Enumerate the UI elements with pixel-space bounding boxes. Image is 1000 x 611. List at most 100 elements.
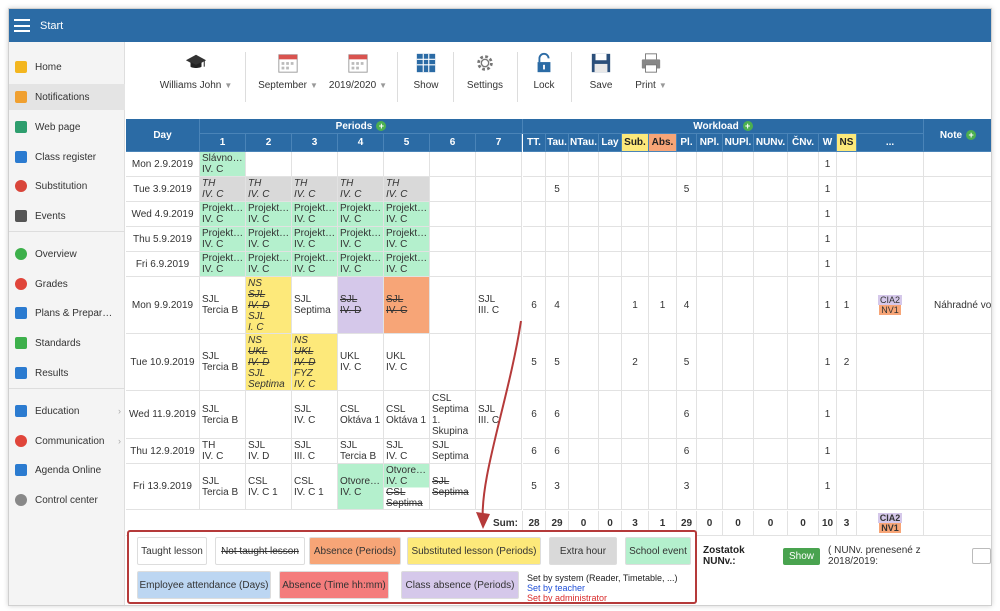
lesson-cell[interactable]: Projekt… IV. C <box>292 252 338 277</box>
lesson-cell[interactable] <box>430 202 476 227</box>
lesson-cell[interactable] <box>430 252 476 277</box>
note-cell[interactable] <box>924 152 991 177</box>
settings-button[interactable]: Settings <box>460 42 510 108</box>
lesson-cell[interactable] <box>338 152 384 177</box>
lesson-cell[interactable]: CSL IV. C 1 <box>292 464 338 510</box>
lesson-cell[interactable] <box>430 152 476 177</box>
lesson-cell[interactable]: CSL Oktáva 1 <box>338 391 384 439</box>
sidebar-item-standards[interactable]: Standards <box>9 330 125 356</box>
lesson-cell[interactable]: Otvore… IV. C <box>338 464 384 510</box>
lesson-cell[interactable]: SJL Septima <box>430 439 476 464</box>
lesson-cell[interactable]: Projekt… IV. C <box>338 202 384 227</box>
note-cell[interactable] <box>924 464 991 510</box>
lesson-cell[interactable]: TH IV. C <box>200 177 246 202</box>
lesson-cell[interactable]: UKL IV. C <box>338 334 384 391</box>
sidebar-item-notifications[interactable]: Notifications <box>9 84 125 110</box>
lesson-cell[interactable]: SJL IV. C <box>384 277 430 334</box>
lesson-cell[interactable] <box>246 152 292 177</box>
lesson-cell[interactable] <box>476 202 522 227</box>
lesson-cell[interactable] <box>476 252 522 277</box>
lesson-cell[interactable]: Projekt… IV. C <box>292 227 338 252</box>
sidebar-item-substitution[interactable]: Substitution <box>9 173 125 199</box>
lesson-cell[interactable] <box>292 152 338 177</box>
lesson-cell[interactable]: Projekt… IV. C <box>384 252 430 277</box>
lesson-cell[interactable]: Projekt… IV. C <box>200 202 246 227</box>
menu-icon[interactable] <box>14 19 30 32</box>
note-cell[interactable] <box>924 202 991 227</box>
sidebar-item-education[interactable]: Education › <box>9 398 125 424</box>
lesson-cell[interactable] <box>430 227 476 252</box>
lesson-cell[interactable]: Projekt… IV. C <box>338 227 384 252</box>
show-button[interactable]: Show <box>406 42 446 108</box>
lesson-cell[interactable]: Projekt… IV. C <box>246 202 292 227</box>
lesson-cell[interactable]: SJL Septima <box>292 277 338 334</box>
lesson-cell[interactable]: TH IV. C <box>200 439 246 464</box>
lesson-cell[interactable]: NS UKL IV. D FYZ IV. C <box>292 334 338 391</box>
lesson-cell[interactable]: Projekt… IV. C <box>246 227 292 252</box>
lesson-cell[interactable] <box>476 439 522 464</box>
sidebar-item-plans-prepar[interactable]: Plans & Prepar… <box>9 300 125 326</box>
lesson-cell[interactable] <box>476 334 522 391</box>
teacher-selector[interactable]: Williams John ▼ <box>156 42 236 108</box>
sidebar-item-class-register[interactable]: Class register <box>9 144 125 170</box>
lesson-cell[interactable] <box>476 177 522 202</box>
sidebar-item-grades[interactable]: Grades <box>9 271 125 297</box>
lesson-cell[interactable]: TH IV. C <box>384 177 430 202</box>
zostatok-show-button[interactable]: Show <box>783 547 821 565</box>
sidebar-item-overview[interactable]: Overview <box>9 241 125 267</box>
note-cell[interactable] <box>924 252 991 277</box>
lesson-cell[interactable]: SJL Tercia B <box>338 439 384 464</box>
lesson-cell[interactable]: CSL IV. C 1 <box>246 464 292 510</box>
lesson-cell[interactable]: SJL Tercia B <box>200 277 246 334</box>
lesson-cell[interactable] <box>476 464 522 510</box>
lesson-cell[interactable]: TH IV. C <box>338 177 384 202</box>
note-cell[interactable] <box>924 177 991 202</box>
add-icon[interactable]: + <box>742 121 753 131</box>
sidebar-item-control-center[interactable]: Control center <box>9 487 125 513</box>
sidebar-item-web-page[interactable]: Web page <box>9 114 125 140</box>
zostatok-input[interactable] <box>971 548 991 564</box>
lesson-cell[interactable]: SJL IV. D <box>338 277 384 334</box>
lesson-cell[interactable]: Projekt… IV. C <box>246 252 292 277</box>
lesson-cell[interactable]: NS SJL IV. D SJL I. C <box>246 277 292 334</box>
lesson-cell[interactable]: SJL Tercia B <box>200 464 246 510</box>
note-cell[interactable] <box>924 439 991 464</box>
lesson-cell[interactable]: SJL Tercia B <box>200 391 246 439</box>
sidebar-item-agenda-online[interactable]: Agenda Online <box>9 457 125 483</box>
lesson-cell[interactable]: CSL Oktáva 1 <box>384 391 430 439</box>
lesson-cell[interactable]: Projekt… IV. C <box>338 252 384 277</box>
lesson-cell[interactable]: SJL IV. C <box>384 439 430 464</box>
lesson-cell[interactable]: SJL IV. C <box>292 391 338 439</box>
lesson-cell[interactable]: UKL IV. C <box>384 334 430 391</box>
sidebar-item-home[interactable]: Home <box>9 54 125 80</box>
lesson-cell[interactable] <box>430 277 476 334</box>
sidebar-item-events[interactable]: Events <box>9 203 125 229</box>
year-selector[interactable]: 2019/2020 ▼ <box>326 42 390 108</box>
note-cell[interactable] <box>924 334 991 391</box>
lesson-cell[interactable]: SJL III. C <box>292 439 338 464</box>
sidebar-item-communication[interactable]: Communication › <box>9 428 125 454</box>
lesson-cell[interactable] <box>476 227 522 252</box>
lesson-cell[interactable]: Projekt… IV. C <box>292 202 338 227</box>
lock-button[interactable]: Lock <box>524 42 564 108</box>
lesson-cell[interactable]: Projekt… IV. C <box>384 227 430 252</box>
print-button[interactable]: Print ▼ <box>626 42 676 108</box>
lesson-cell[interactable]: Otvore… IV. C CSL Septima <box>384 464 430 510</box>
lesson-cell[interactable]: SJL Septima <box>430 464 476 510</box>
lesson-cell[interactable]: TH IV. C <box>246 177 292 202</box>
month-selector[interactable]: September ▼ <box>256 42 320 108</box>
lesson-cell[interactable]: Projekt… IV. C <box>384 202 430 227</box>
lesson-cell[interactable] <box>430 334 476 391</box>
note-cell[interactable] <box>924 227 991 252</box>
lesson-cell[interactable] <box>476 152 522 177</box>
lesson-cell[interactable] <box>246 391 292 439</box>
lesson-cell[interactable]: Projekt… IV. C <box>200 252 246 277</box>
lesson-cell[interactable]: Slávno… IV. C <box>200 152 246 177</box>
sidebar-item-results[interactable]: Results <box>9 360 125 386</box>
lesson-cell[interactable]: SJL III. C <box>476 391 522 439</box>
add-icon[interactable]: + <box>376 121 387 131</box>
lesson-cell[interactable]: SJL Tercia B <box>200 334 246 391</box>
lesson-cell[interactable]: SJL III. C <box>476 277 522 334</box>
lesson-cell[interactable] <box>430 177 476 202</box>
lesson-cell[interactable]: SJL IV. D <box>246 439 292 464</box>
